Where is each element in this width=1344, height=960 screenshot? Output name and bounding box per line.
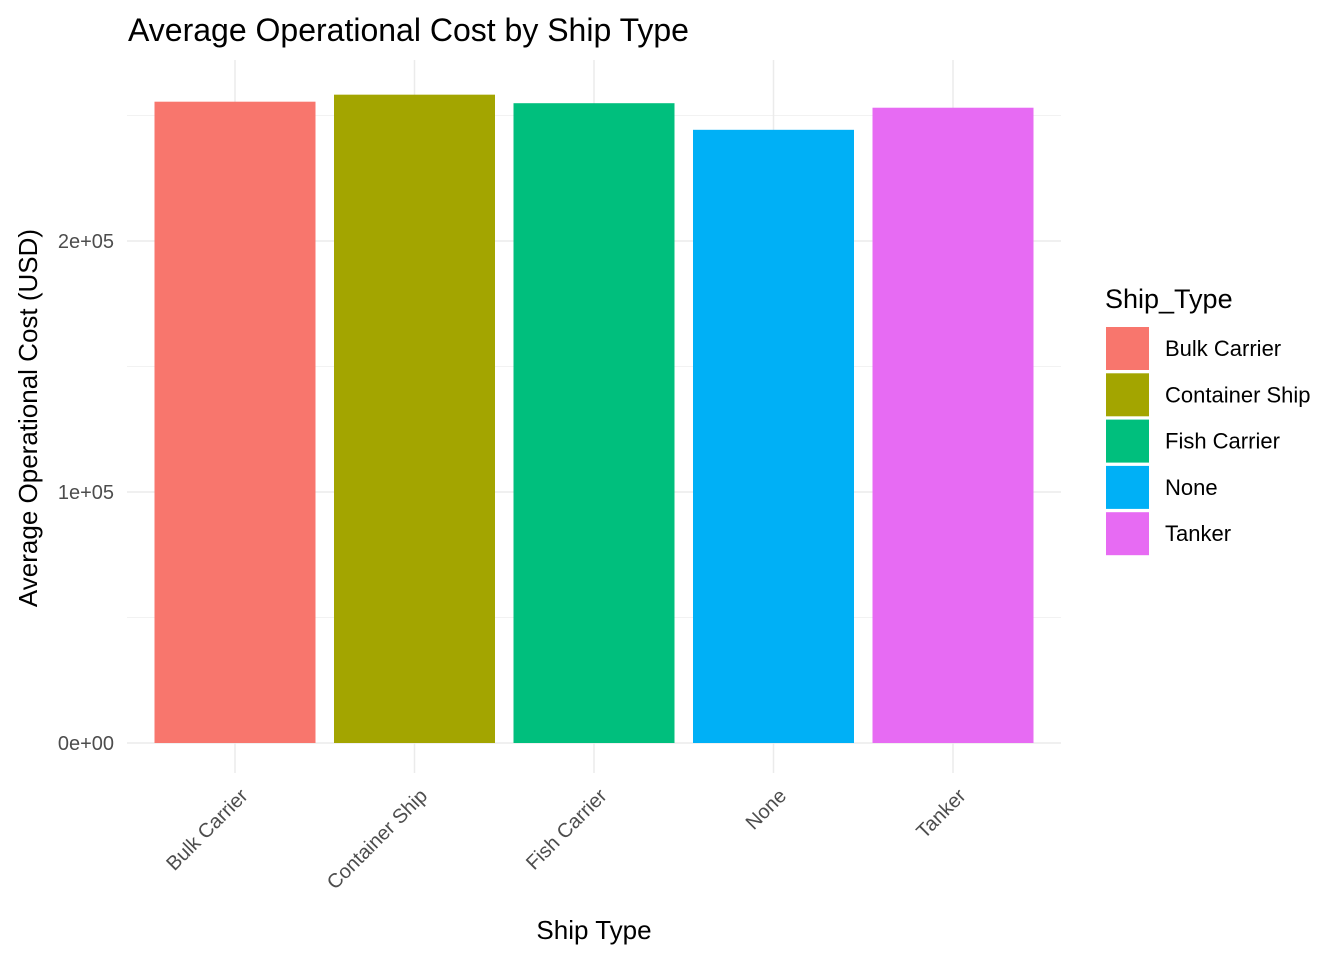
- legend-swatch: [1106, 465, 1149, 509]
- legend-swatch: [1106, 327, 1149, 370]
- x-tick-label: Bulk Carrier: [162, 785, 252, 875]
- bar-fish-carrier: [513, 103, 675, 744]
- x-tick-label: Container Ship: [323, 785, 432, 894]
- legend-label: Bulk Carrier: [1165, 336, 1281, 361]
- x-tick-label: Fish Carrier: [522, 785, 612, 875]
- y-tick-label: 1e+05: [58, 482, 114, 504]
- legend-items: Bulk Carrier Container Ship Fish Carrier No…: [1106, 327, 1311, 556]
- bar-container-ship: [334, 94, 495, 744]
- legend-label: Fish Carrier: [1165, 429, 1280, 454]
- legend-swatch: [1106, 373, 1149, 417]
- y-tick-label: 2e+05: [58, 231, 114, 253]
- y-tick-label: 0e+00: [58, 733, 114, 755]
- legend-label: None: [1165, 475, 1218, 500]
- legend-title: Ship_Type: [1105, 284, 1233, 314]
- x-tick-label: None: [742, 785, 791, 834]
- bar-none: [693, 129, 854, 743]
- legend-swatch: [1106, 512, 1149, 556]
- x-tick-label: Tanker: [913, 785, 971, 843]
- legend-label: Container Ship: [1165, 382, 1311, 407]
- bar-tanker: [872, 107, 1034, 744]
- y-axis-ticks: 0e+00 1e+05 2e+05: [58, 231, 114, 755]
- y-axis-title: Average Operational Cost (USD): [13, 229, 43, 607]
- x-axis-title: Ship Type: [536, 915, 651, 945]
- bars: [154, 94, 1034, 744]
- legend-swatch: [1106, 419, 1149, 463]
- legend: Ship_Type Bulk Carrier Container Ship Fish…: [1105, 284, 1311, 556]
- chart-title: Average Operational Cost by Ship Type: [128, 12, 689, 48]
- x-axis-ticks: Bulk Carrier Container Ship Fish Carrier No…: [162, 785, 970, 894]
- bar-bulk-carrier: [154, 101, 316, 743]
- legend-label: Tanker: [1165, 521, 1231, 546]
